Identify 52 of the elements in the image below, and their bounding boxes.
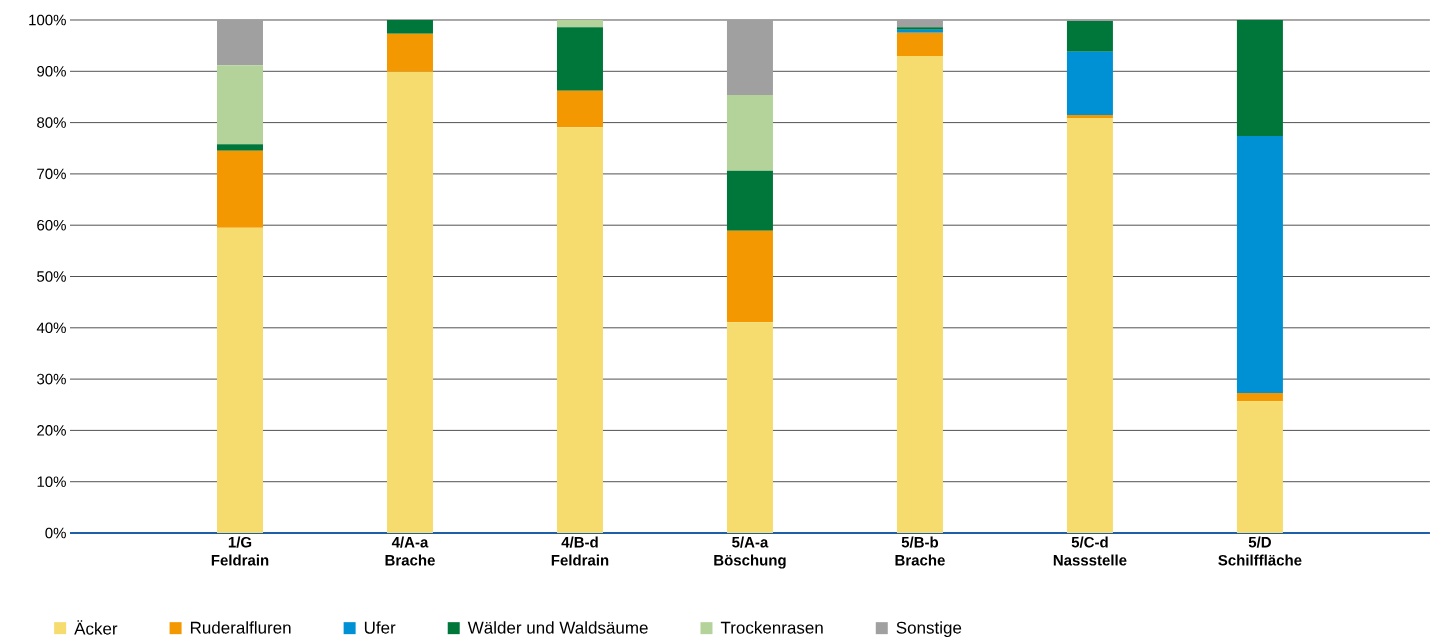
bar	[726, 170, 773, 231]
bar	[556, 20, 603, 28]
x-tick-label: 4/A-a Brache	[385, 536, 435, 566]
bar	[556, 127, 603, 533]
x-tick-label: 1/G Feldrain	[211, 536, 269, 566]
bar	[556, 90, 603, 128]
bar	[386, 20, 433, 34]
y-tick-label: 70%	[37, 168, 66, 180]
bar	[726, 230, 773, 323]
bar	[726, 20, 773, 95]
bar	[1236, 20, 1283, 136]
bar	[1236, 135, 1283, 393]
bar	[1066, 117, 1113, 533]
bar	[216, 144, 263, 151]
bar	[896, 32, 943, 56]
bar	[896, 20, 943, 28]
bar	[386, 71, 433, 533]
bar	[896, 55, 943, 533]
legend-label: Ufer	[364, 621, 396, 634]
legend-label: Sonstige	[896, 621, 962, 638]
y-tick-label: 90%	[37, 65, 66, 77]
legend-label: Äcker	[74, 620, 118, 635]
y-tick-label: 10%	[37, 476, 66, 488]
bar	[726, 322, 773, 533]
y-tick-label: 80%	[37, 117, 66, 128]
x-tick-label: 5/D Schilffläche	[1218, 536, 1302, 566]
y-tick-label: 40%	[36, 322, 66, 334]
y-tick-label: 50%	[37, 271, 66, 282]
y-tick-label: 60%	[37, 219, 66, 231]
bar	[1066, 51, 1113, 115]
bar	[1066, 21, 1113, 52]
x-tick-label: 5/B-b Brache	[895, 536, 945, 566]
bar	[216, 65, 263, 145]
bar	[1066, 114, 1113, 118]
x-tick-label: 4/B-d Feldrain	[551, 536, 609, 566]
legend-label: Ruderalfluren	[190, 621, 291, 634]
bar	[386, 33, 433, 72]
bar	[216, 150, 263, 228]
legend-label: Trockenrasen	[720, 621, 823, 634]
y-tick-label: 30%	[37, 373, 66, 385]
bar	[216, 20, 263, 66]
bar	[726, 94, 773, 171]
bar	[556, 27, 603, 91]
bar	[1236, 401, 1283, 533]
x-tick-label: 5/A-a Böschung	[714, 536, 786, 569]
bar	[216, 227, 263, 533]
y-tick-label: 100%	[29, 14, 66, 26]
legend-label: Wälder und Waldsäume	[467, 621, 648, 634]
x-tick-label: 5/C-d Nassstelle	[1053, 536, 1127, 566]
bar	[1236, 392, 1283, 402]
y-tick-label: 0%	[45, 527, 66, 539]
y-tick-label: 20%	[37, 425, 66, 436]
